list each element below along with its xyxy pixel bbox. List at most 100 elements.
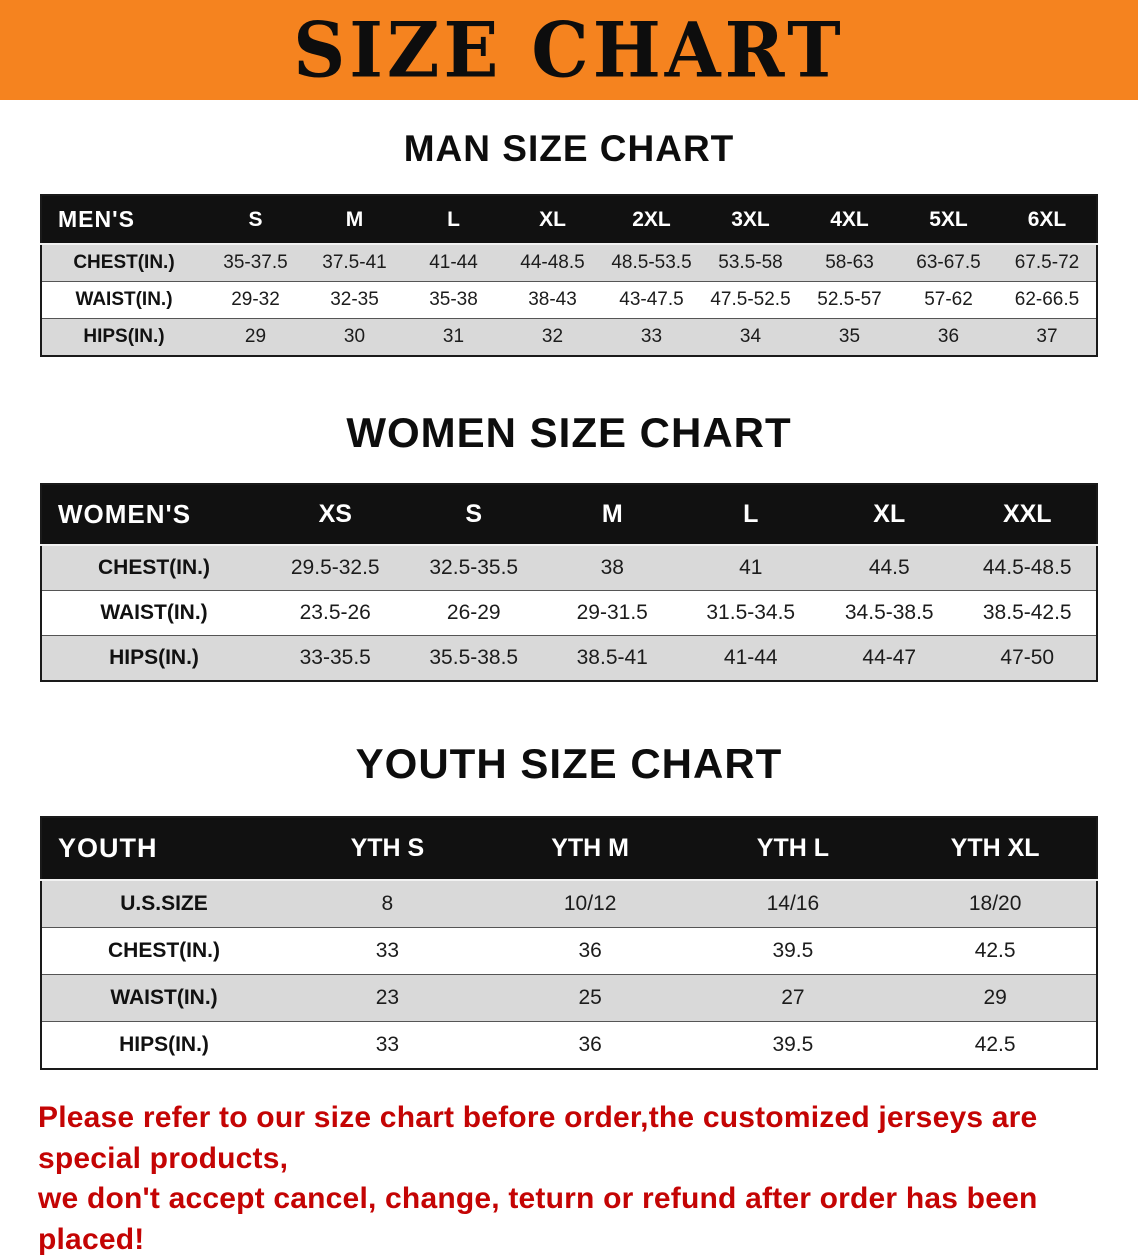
table-cell: 37.5-41	[322, 252, 387, 273]
table-cell: 38	[600, 556, 624, 579]
table-header-row: WOMEN'S XS S M L XL XXL	[41, 484, 1097, 546]
column-header: 3XL	[701, 195, 800, 245]
column-header: 6XL	[998, 195, 1097, 245]
column-header: YTH XL	[894, 817, 1097, 881]
table-cell: 34.5-38.5	[844, 601, 934, 624]
table-cell: 62-66.5	[1014, 289, 1080, 310]
table-cell: 34	[739, 326, 762, 347]
table-cell: 25	[578, 986, 602, 1009]
table-cell: 32	[541, 326, 564, 347]
table-row: WAIST(IN.) 29-32 32-35 35-38 38-43 43-47.5 47.…	[41, 281, 1097, 319]
youth-size-table: YOUTH YTH S YTH M YTH L YTH XL U.S.SIZE 8 10/12…	[40, 816, 1098, 1070]
table-header-row: MEN'S S M L XL 2XL 3XL 4XL 5XL 6XL	[41, 195, 1097, 245]
table-cell: 35-37.5	[223, 252, 288, 273]
table-cell: 47-50	[1000, 646, 1055, 669]
table-cell: 44.5	[868, 556, 910, 579]
table-cell: 41-44	[429, 252, 478, 273]
column-header: S	[404, 484, 543, 546]
table-cell: 67.5-72	[1014, 252, 1080, 273]
column-header: S	[206, 195, 305, 245]
table-cell: 14/16	[766, 892, 820, 915]
footer-note: Please refer to our size chart before or…	[38, 1098, 1100, 1260]
row-label: WAIST(IN.)	[110, 986, 218, 1009]
youth-size-chart-title: YOUTH SIZE CHART	[355, 740, 783, 787]
table-header-row: YOUTH YTH S YTH M YTH L YTH XL	[41, 817, 1097, 881]
table-cell: 48.5-53.5	[611, 252, 692, 273]
table-cell: 32.5-35.5	[429, 556, 519, 579]
table-cell: 53.5-58	[718, 252, 783, 273]
column-header: XS	[266, 484, 405, 546]
table-row: WAIST(IN.) 23.5-26 26-29 29-31.5 31.5-34.5 34…	[41, 590, 1097, 636]
table-cell: 32-35	[330, 289, 379, 310]
column-header: 2XL	[602, 195, 701, 245]
table-row: HIPS(IN.) 33 36 39.5 42.5	[41, 1021, 1097, 1069]
table-cell: 39.5	[772, 1033, 814, 1056]
table-cell: 29	[983, 986, 1007, 1009]
column-header: M	[543, 484, 682, 546]
table-cell: 18/20	[968, 892, 1022, 915]
table-cell: 43-47.5	[619, 289, 684, 310]
column-header: YTH L	[691, 817, 895, 881]
column-header: XXL	[958, 484, 1097, 546]
table-cell: 35	[838, 326, 861, 347]
table-cell: 23	[375, 986, 400, 1009]
table-corner-label: MEN'S	[41, 195, 206, 245]
table-cell: 8	[381, 892, 394, 915]
row-label: CHEST(IN.)	[108, 939, 220, 962]
women-size-chart-section: WOMEN SIZE CHART WOMEN'S XS S M L XL XXL CHEST(…	[0, 409, 1138, 682]
row-label: U.S.SIZE	[120, 892, 208, 915]
table-row: U.S.SIZE 8 10/12 14/16 18/20	[41, 880, 1097, 928]
table-cell: 38.5-42.5	[982, 601, 1072, 624]
table-cell: 31	[442, 326, 465, 347]
column-header: YTH M	[488, 817, 692, 881]
table-cell: 29-32	[231, 289, 280, 310]
column-header: M	[305, 195, 404, 245]
table-cell: 42.5	[974, 939, 1016, 962]
table-row: CHEST(IN.) 29.5-32.5 32.5-35.5 38 41 44.5 44.5…	[41, 545, 1097, 591]
row-label: CHEST(IN.)	[73, 252, 175, 273]
column-header: 4XL	[800, 195, 899, 245]
row-label: WAIST(IN.)	[100, 601, 208, 624]
row-label: HIPS(IN.)	[109, 646, 199, 669]
banner-title: SIZE CHART	[293, 4, 845, 95]
row-label: WAIST(IN.)	[75, 289, 173, 310]
table-cell: 33-35.5	[299, 646, 371, 669]
table-cell: 52.5-57	[817, 289, 882, 310]
table-cell: 30	[343, 326, 366, 347]
table-cell: 33	[375, 939, 400, 962]
man-size-chart-title: MAN SIZE CHART	[403, 128, 735, 169]
table-cell: 29-31.5	[576, 601, 648, 624]
table-cell: 44.5-48.5	[982, 556, 1072, 579]
women-size-chart-title: WOMEN SIZE CHART	[346, 409, 792, 456]
table-cell: 39.5	[772, 939, 814, 962]
table-cell: 37	[1036, 326, 1058, 347]
table-cell: 57-62	[924, 289, 973, 310]
table-corner-label: WOMEN'S	[41, 484, 266, 546]
table-cell: 26-29	[446, 601, 501, 624]
table-cell: 44-47	[862, 646, 917, 669]
row-label: HIPS(IN.)	[83, 326, 165, 347]
column-header: XL	[503, 195, 602, 245]
table-cell: 33	[640, 326, 663, 347]
row-label: CHEST(IN.)	[98, 556, 210, 579]
table-cell: 27	[781, 986, 805, 1009]
table-cell: 38.5-41	[576, 646, 648, 669]
footer-note-line1: Please refer to our size chart before or…	[38, 1101, 1038, 1175]
table-cell: 35-38	[429, 289, 478, 310]
column-header: YTH S	[286, 817, 489, 881]
table-cell: 44-48.5	[520, 252, 585, 273]
youth-size-chart-section: YOUTH SIZE CHART YOUTH YTH S YTH M YTH L YTH…	[0, 740, 1138, 1070]
column-header: 5XL	[899, 195, 998, 245]
men-size-table: MEN'S S M L XL 2XL 3XL 4XL 5XL 6XL CHEST(IN.) 35-37…	[40, 194, 1098, 357]
table-cell: 23.5-26	[299, 601, 371, 624]
row-label: HIPS(IN.)	[119, 1033, 209, 1056]
table-cell: 29	[244, 326, 267, 347]
table-cell: 42.5	[974, 1033, 1016, 1056]
footer-note-line2: we don't accept cancel, change, teturn o…	[38, 1182, 1038, 1256]
table-cell: 36	[937, 326, 960, 347]
table-cell: 31.5-34.5	[706, 601, 796, 624]
size-chart-banner: SIZE CHART	[0, 0, 1138, 100]
column-header: L	[681, 484, 820, 546]
column-header: L	[404, 195, 503, 245]
women-size-table: WOMEN'S XS S M L XL XXL CHEST(IN.) 29.5-32.5 32.5…	[40, 483, 1098, 682]
